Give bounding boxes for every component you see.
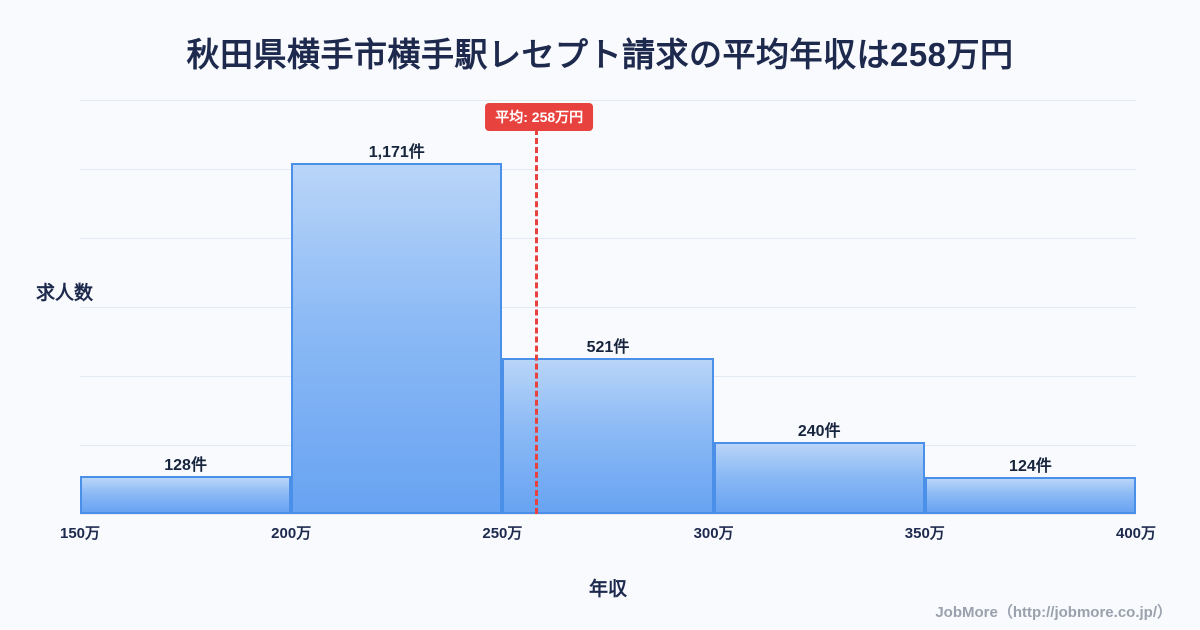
- histogram-plot-area: 128件 1,171件 521件 240件 124件 平均: 258万円 150万 200…: [60, 100, 1156, 542]
- gridline: [80, 514, 1136, 515]
- bar-value-label: 1,171件: [368, 143, 425, 161]
- bar-value-label: 124件: [1009, 457, 1052, 475]
- x-tick-label: 400万: [1115, 525, 1157, 542]
- bar-value-label: 521件: [586, 338, 630, 356]
- gridline: [80, 307, 1136, 308]
- footer-credit: JobMore（http://jobmore.co.jp/）: [935, 604, 1172, 621]
- gridline: [80, 168, 1136, 170]
- gridline: [80, 237, 1136, 239]
- x-tick-label: 150万: [59, 525, 101, 542]
- bar: 124件: [924, 458, 1136, 514]
- average-badge: 平均: 258万円: [485, 103, 594, 131]
- bar-value-label: 128件: [164, 456, 207, 474]
- y-axis-label: 求人数: [36, 283, 94, 304]
- gridline: [80, 100, 1136, 101]
- bar: 128件: [80, 457, 292, 514]
- chart-title: 秋田県横手市横手駅レセプト請求の平均年収は258万円: [186, 36, 1014, 73]
- x-tick-label: 350万: [904, 525, 945, 542]
- x-tick-label: 250万: [482, 525, 523, 542]
- x-axis-ticks: 150万 200万 250万 300万 350万 400万: [60, 514, 1156, 544]
- bar: 521件: [502, 339, 714, 514]
- average-line: 平均: 258万円: [485, 103, 594, 514]
- bar-value-label: 240件: [797, 423, 841, 440]
- x-tick-label: 300万: [693, 525, 734, 542]
- x-tick-label: 200万: [271, 525, 312, 542]
- bar: 240件: [713, 423, 925, 514]
- x-axis-label: 年収: [588, 579, 627, 600]
- bar: 1,171件: [291, 144, 503, 514]
